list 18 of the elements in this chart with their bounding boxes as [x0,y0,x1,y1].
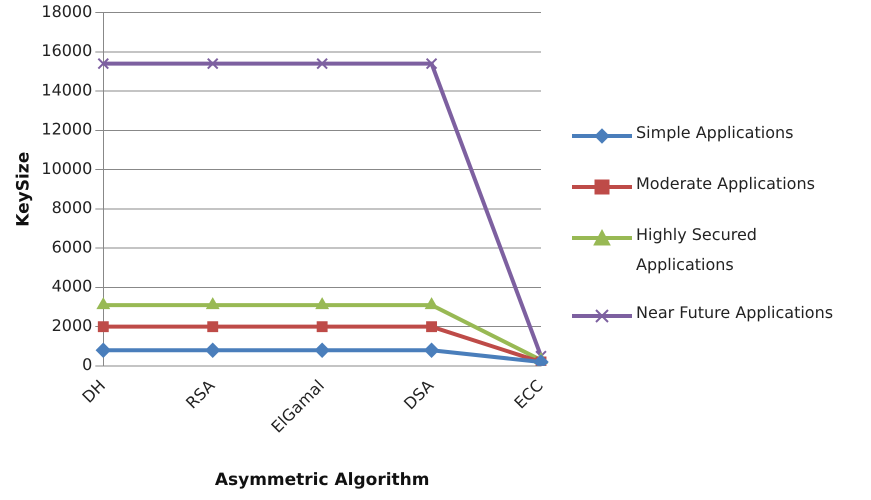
x-tick-label: RSA [182,376,219,412]
y-tick-label: 8000 [52,198,92,218]
legend-label: Highly Secured Applications [636,224,758,276]
y-tick-label: 2000 [52,316,92,335]
y-tick-label: 16000 [41,41,92,60]
y-tick-label: 10000 [41,158,92,178]
x-axis-title: Asymmetric Algorithm [214,470,430,490]
y-tick-label: 4000 [52,276,92,296]
y-tick-label: 0 [82,355,92,374]
y-tick-label: 14000 [41,80,92,100]
legend-label: Simple Applications [636,122,794,144]
y-axis-title: KeySize [14,152,34,227]
y-tick-label: 6000 [52,237,92,256]
y-tick-label: 18000 [41,2,92,21]
x-tick-label: DH [78,376,110,407]
legend-label: Near Future Applications [636,302,834,324]
legend-label: Moderate Applications [636,173,815,195]
y-tick-label: 12000 [41,120,92,139]
